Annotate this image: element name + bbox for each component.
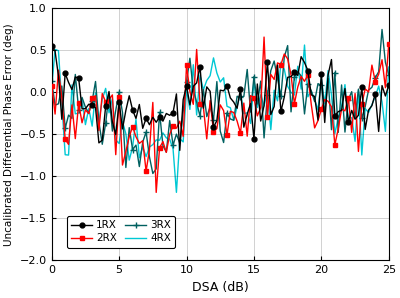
2RX xyxy=(154,191,158,194)
Line: 2RX: 2RX xyxy=(49,35,391,195)
2RX xyxy=(309,103,314,106)
Line: 3RX: 3RX xyxy=(48,26,392,177)
Legend: 1RX, 2RX, 3RX, 4RX: 1RX, 2RX, 3RX, 4RX xyxy=(67,216,176,248)
2RX xyxy=(73,137,78,140)
1RX xyxy=(208,89,212,93)
1RX xyxy=(73,75,78,79)
3RX xyxy=(306,82,310,86)
2RX xyxy=(49,84,54,87)
Line: 1RX: 1RX xyxy=(49,44,391,153)
4RX xyxy=(49,86,54,89)
4RX xyxy=(289,91,294,94)
X-axis label: DSA (dB): DSA (dB) xyxy=(192,281,249,294)
Y-axis label: Uncalibrated Differential Phase Error (deg): Uncalibrated Differential Phase Error (d… xyxy=(4,23,14,246)
1RX xyxy=(177,149,182,152)
Line: 4RX: 4RX xyxy=(52,45,389,192)
1RX xyxy=(386,84,391,87)
4RX xyxy=(208,74,212,77)
4RX xyxy=(386,65,391,69)
1RX xyxy=(134,117,138,120)
3RX xyxy=(255,102,260,106)
3RX xyxy=(386,73,391,77)
2RX xyxy=(262,35,266,39)
2RX xyxy=(134,135,138,139)
4RX xyxy=(309,89,314,93)
3RX xyxy=(289,110,294,114)
2RX xyxy=(386,42,391,45)
3RX xyxy=(73,73,78,76)
3RX xyxy=(150,172,155,175)
3RX xyxy=(49,80,54,83)
2RX xyxy=(255,114,260,118)
1RX xyxy=(255,82,260,86)
4RX xyxy=(174,190,179,194)
3RX xyxy=(208,105,212,109)
4RX xyxy=(255,106,260,109)
3RX xyxy=(134,143,138,147)
4RX xyxy=(134,118,138,121)
3RX xyxy=(380,28,384,31)
4RX xyxy=(302,43,307,47)
2RX xyxy=(208,99,212,103)
1RX xyxy=(289,75,294,78)
2RX xyxy=(292,102,297,105)
1RX xyxy=(49,44,54,48)
4RX xyxy=(73,112,78,116)
1RX xyxy=(306,69,310,72)
